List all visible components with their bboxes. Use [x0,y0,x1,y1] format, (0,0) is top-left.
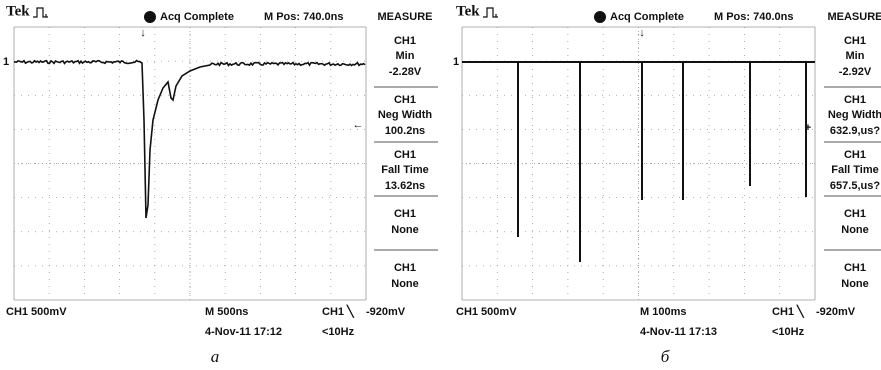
acquisition-status: Acq Complete [610,11,684,23]
trigger-source: CH1 ╲ [772,304,805,318]
measure-channel: CH1 [394,208,416,220]
measure-channel: CH1 [844,94,866,106]
timebase: M 500ns [205,306,248,318]
trigger-icon [33,8,48,17]
trigger-position-marker: ↓ [140,27,146,39]
measure-title: MEASURE [377,11,432,23]
measure-value: 632.9,us? [830,125,880,137]
channel-scale: CH1 500mV [6,306,67,318]
measure-label: Neg Width [828,109,881,121]
channel-scale: CH1 500mV [456,306,517,318]
date-time: 4-Nov-11 17:13 [640,326,717,338]
measure-label: Fall Time [381,164,428,176]
scope-screen: 1 ↓ ← Tek Acq Complete M Pos: 740.0ns MEASURE C… [3,3,438,365]
trigger-frequency: <10Hz [322,326,355,338]
measure-channel: CH1 [844,149,866,161]
acquisition-status: Acq Complete [160,11,234,23]
scope-screen: 1 ↓ + Tek Acq Complete M Pos: 740.0ns MEASURE C… [453,3,881,365]
measure-value: -2.28V [389,66,422,78]
trigger-level-marker: ← [353,119,364,131]
status-dot [594,11,606,23]
measure-channel: CH1 [844,208,866,220]
measure-channel: CH1 [394,149,416,161]
measure-channel: CH1 [844,35,866,47]
date-time: 4-Nov-11 17:12 [205,326,282,338]
measure-label: Min [846,50,865,62]
trigger-icon [483,8,498,17]
measure-channel: CH1 [394,262,416,274]
measure-value: 13.62ns [385,180,425,192]
status-dot [144,11,156,23]
measure-value: 657.5,us? [830,180,880,192]
channel-marker: 1 [453,56,459,68]
trigger-frequency: <10Hz [772,326,805,338]
measure-channel: CH1 [844,262,866,274]
measure-label: Neg Width [378,109,433,121]
channel-marker: 1 [3,56,9,68]
measure-channel: CH1 [394,35,416,47]
trigger-level-marker: + [805,122,811,134]
trigger-level: -920mV [366,306,406,318]
trigger-position-marker: ↓ [639,27,645,39]
measure-label: None [841,224,869,236]
figure: 1 ↓ ← Tek Acq Complete M Pos: 740.0ns MEASURE C… [0,0,881,370]
position: M Pos: 740.0ns [264,11,343,23]
measure-label: Min [396,50,415,62]
position: M Pos: 740.0ns [714,11,793,23]
measure-label: Fall Time [831,164,878,176]
measure-label: None [841,278,869,290]
trigger-source: CH1 ╲ [322,304,355,318]
trigger-level: -920mV [816,306,856,318]
measure-value: 100.2ns [385,125,425,137]
measure-value: -2.92V [839,66,872,78]
measure-channel: CH1 [394,94,416,106]
brand: Tek [6,3,30,19]
timebase: M 100ms [640,306,686,318]
measure-label: None [391,278,419,290]
measure-label: None [391,224,419,236]
caption: б [661,347,670,366]
caption: а [211,347,220,366]
measure-title: MEASURE [827,11,881,23]
brand: Tek [456,3,480,19]
